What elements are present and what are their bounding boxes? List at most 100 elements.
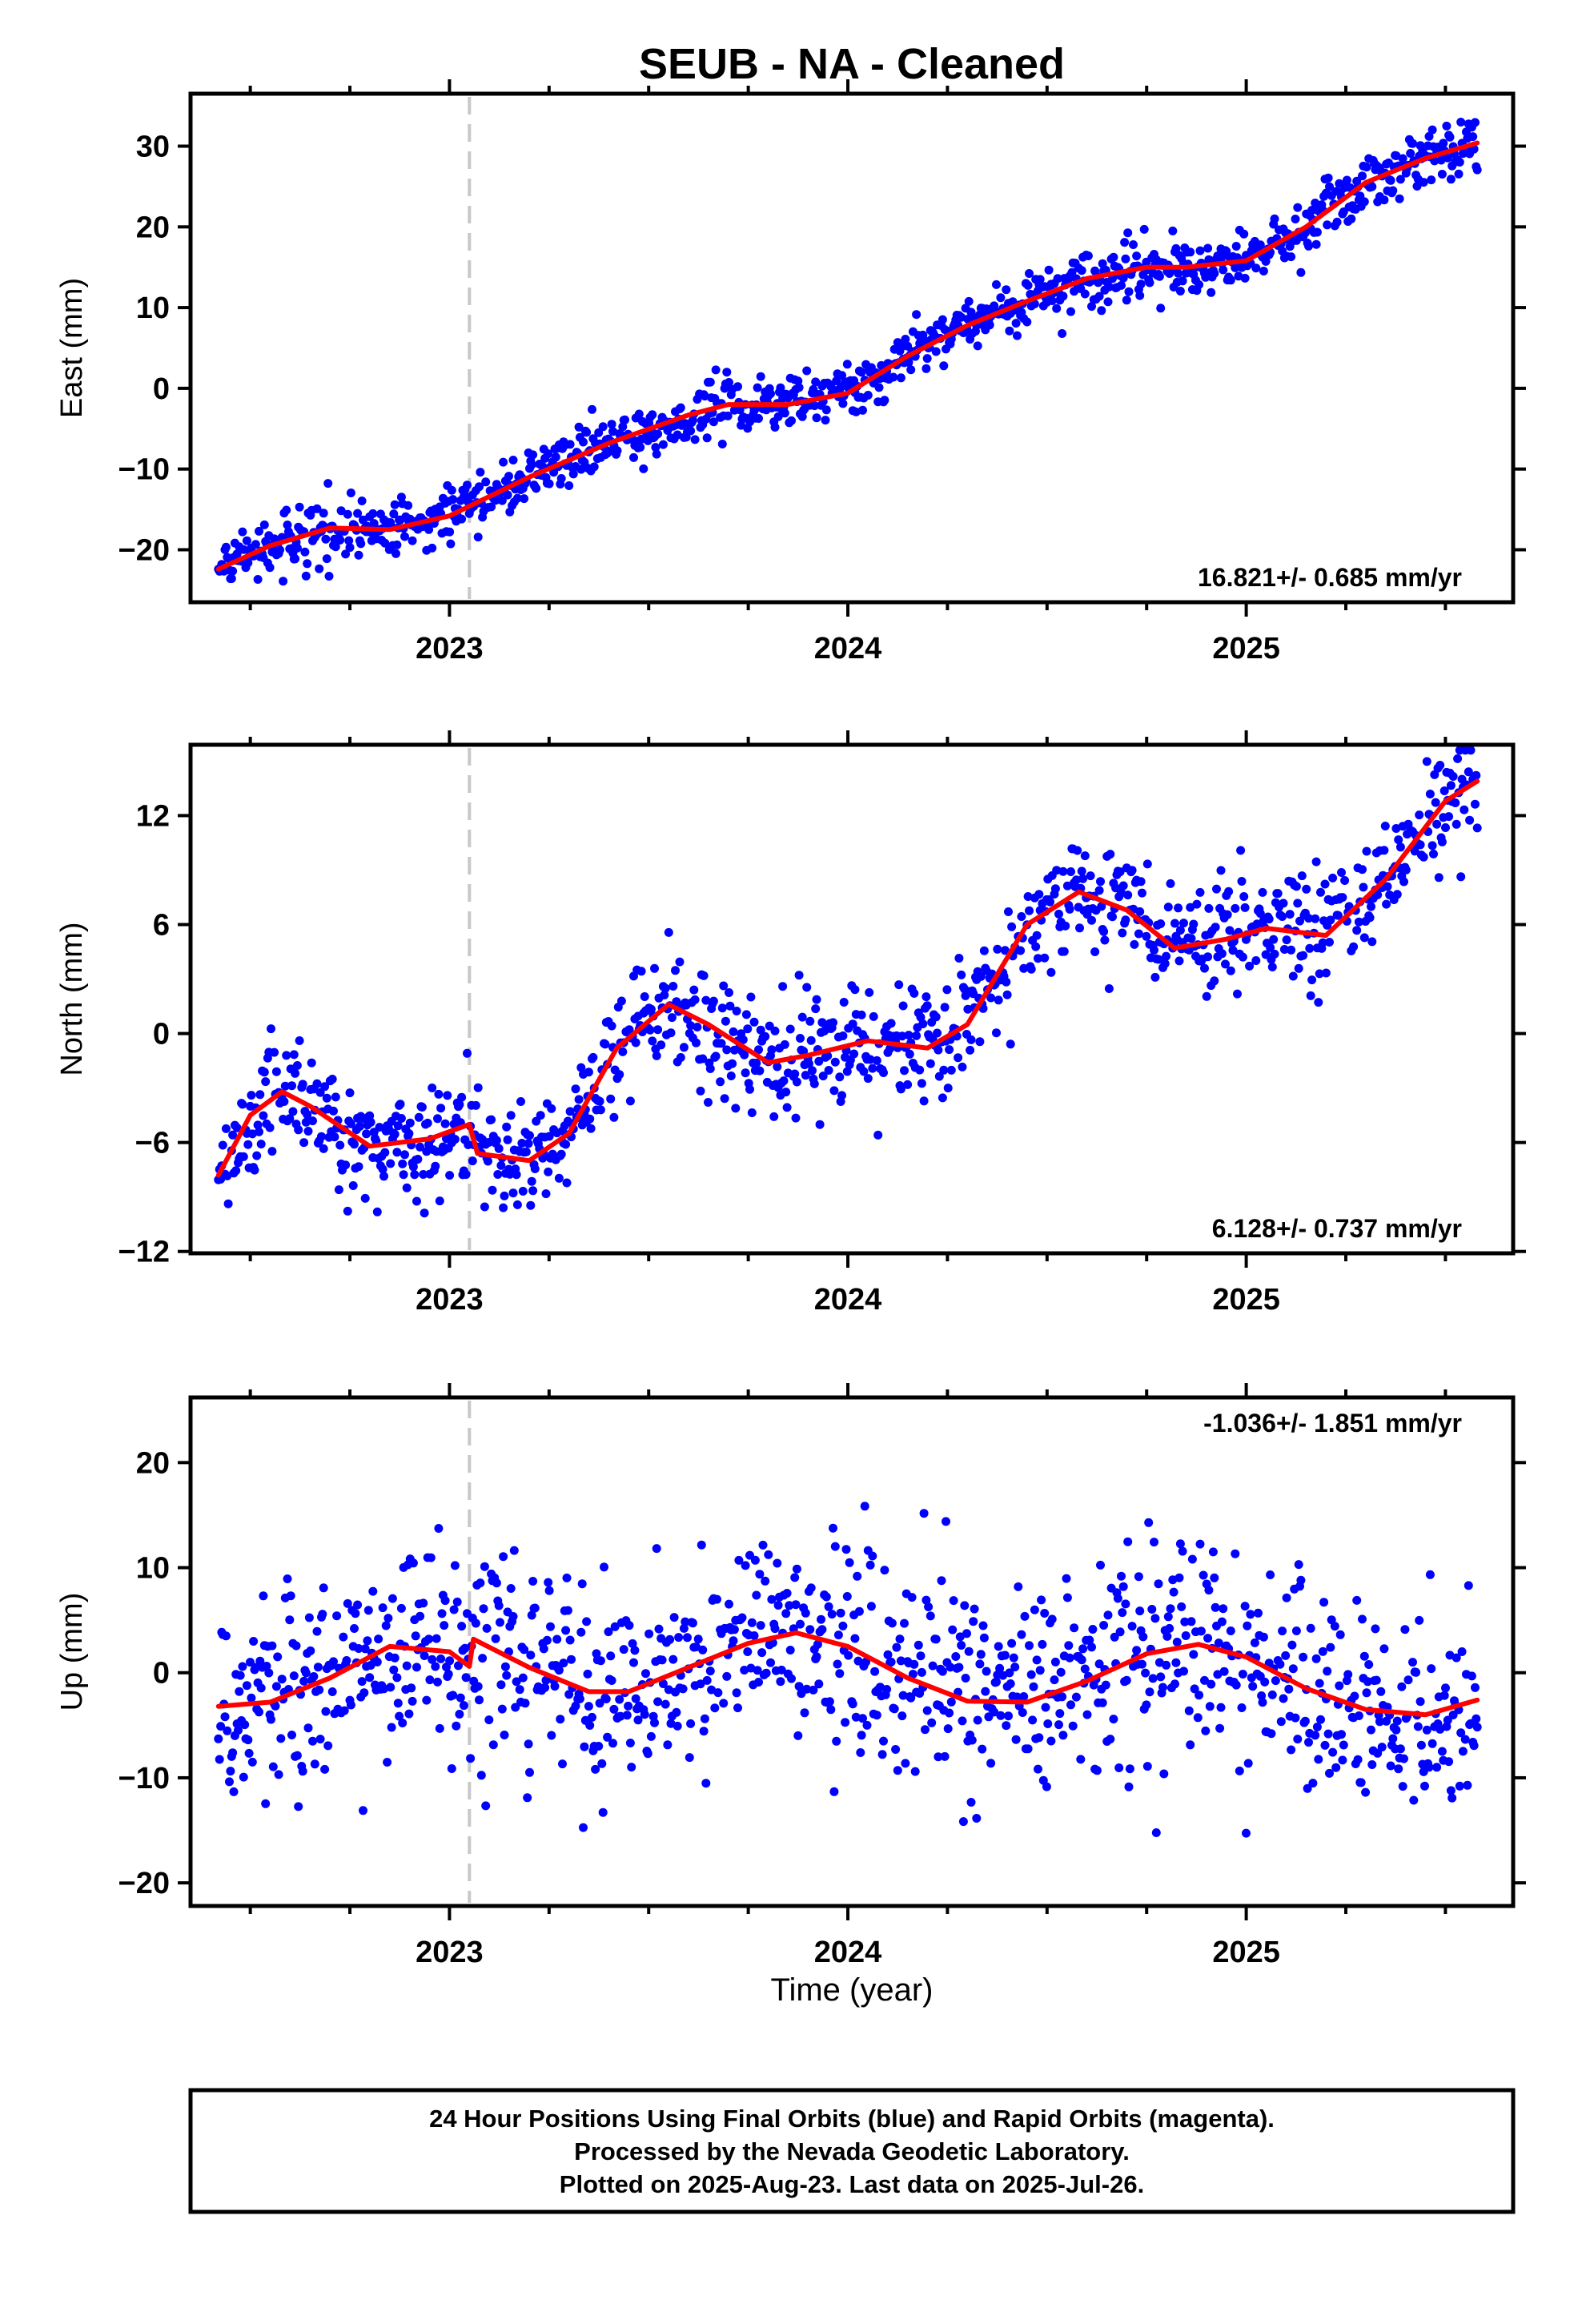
- up-data-point: [889, 1704, 899, 1714]
- east-data-point: [1154, 271, 1164, 281]
- north-data-point: [958, 1062, 967, 1072]
- north-rate-annotation: 6.128+/- 0.737 mm/yr: [1212, 1214, 1462, 1243]
- north-data-point: [894, 980, 904, 990]
- up-data-point: [496, 1680, 506, 1690]
- north-data-point: [1337, 868, 1346, 877]
- up-data-point: [1214, 1638, 1223, 1648]
- north-data-point: [669, 982, 678, 991]
- north-data-point: [1106, 850, 1115, 859]
- up-data-point: [449, 1605, 459, 1614]
- east-data-point: [938, 315, 947, 324]
- up-data-point: [215, 1755, 224, 1764]
- up-data-point: [813, 1639, 822, 1649]
- up-data-point: [644, 1629, 654, 1638]
- north-data-point: [1031, 942, 1041, 951]
- up-data-point: [969, 1617, 978, 1626]
- east-data-point: [874, 383, 884, 392]
- north-data-point: [1305, 943, 1315, 953]
- north-data-point: [631, 1038, 640, 1047]
- up-data-point: [814, 1679, 824, 1689]
- north-data-point: [1017, 912, 1026, 921]
- east-data-point: [1312, 227, 1322, 237]
- up-data-point: [1308, 1779, 1318, 1788]
- north-data-point: [488, 1185, 497, 1195]
- east-data-point: [653, 429, 663, 439]
- up-data-point: [416, 1611, 425, 1621]
- up-data-point: [392, 1673, 402, 1683]
- up-data-point: [854, 1606, 864, 1616]
- east-data-point: [1002, 285, 1011, 295]
- north-data-point: [785, 1024, 795, 1034]
- up-data-point: [390, 1653, 400, 1663]
- up-data-point: [1276, 1717, 1286, 1727]
- east-data-point: [1053, 274, 1062, 283]
- up-data-point: [597, 1759, 607, 1768]
- north-data-point: [1050, 884, 1060, 894]
- up-data-point: [877, 1750, 887, 1759]
- north-data-point: [1365, 913, 1375, 923]
- east-data-point: [733, 382, 742, 392]
- up-data-point: [1358, 1614, 1367, 1624]
- up-data-point: [479, 1604, 488, 1614]
- north-data-point: [420, 1208, 429, 1218]
- east-data-point: [1391, 151, 1401, 160]
- up-data-point: [567, 1655, 576, 1664]
- north-data-point: [372, 1207, 382, 1216]
- east-data-point: [392, 540, 402, 549]
- north-data-point: [1456, 872, 1466, 882]
- up-data-point: [1335, 1630, 1345, 1639]
- up-data-point: [1068, 1721, 1078, 1731]
- up-data-point: [976, 1650, 986, 1659]
- north-data-point: [1094, 886, 1104, 895]
- up-data-point: [216, 1722, 226, 1731]
- up-data-point: [643, 1749, 652, 1759]
- east-data-point: [700, 392, 709, 401]
- north-data-point: [1225, 926, 1235, 935]
- up-data-point: [408, 1558, 418, 1568]
- north-data-point: [1430, 770, 1439, 779]
- north-data-point: [986, 993, 996, 1003]
- north-data-point: [1142, 931, 1151, 941]
- north-data-point: [586, 1124, 596, 1133]
- up-data-point: [1258, 1698, 1267, 1707]
- north-data-point: [957, 970, 966, 979]
- north-data-point: [308, 1116, 317, 1126]
- east-data-point: [1013, 331, 1022, 340]
- east-data-point: [1347, 214, 1356, 223]
- up-data-point: [1226, 1626, 1235, 1635]
- north-data-point: [729, 1027, 738, 1036]
- up-data-point: [1172, 1638, 1182, 1647]
- up-data-point: [1193, 1713, 1203, 1723]
- up-data-point: [616, 1711, 625, 1721]
- north-data-point: [811, 1004, 821, 1014]
- up-data-point: [276, 1734, 286, 1743]
- north-data-point: [993, 944, 1002, 954]
- north-data-point: [345, 1088, 355, 1098]
- up-data-point: [452, 1597, 462, 1606]
- north-data-point: [320, 1082, 330, 1092]
- up-data-point: [395, 1711, 404, 1721]
- north-data-point: [255, 1127, 263, 1136]
- up-data-point: [964, 1647, 974, 1656]
- north-data-point: [355, 1122, 364, 1131]
- up-data-point: [475, 1695, 484, 1705]
- up-data-point: [1287, 1745, 1296, 1755]
- up-x-tick-label: 2025: [1212, 1936, 1280, 1969]
- up-data-point: [1065, 1653, 1074, 1663]
- north-data-point: [428, 1084, 437, 1092]
- up-data-point: [913, 1640, 923, 1650]
- up-data-point: [1151, 1828, 1161, 1837]
- up-data-point: [220, 1712, 230, 1722]
- north-data-point: [868, 1063, 877, 1073]
- north-data-point: [232, 1123, 242, 1132]
- north-x-tick-label: 2025: [1212, 1283, 1280, 1317]
- north-data-point: [1034, 890, 1044, 899]
- east-data-point: [1067, 267, 1077, 277]
- north-data-point: [354, 1162, 363, 1172]
- east-data-point: [1359, 197, 1369, 207]
- up-data-point: [461, 1673, 471, 1683]
- north-data-point: [1288, 971, 1298, 981]
- up-data-point: [454, 1661, 463, 1671]
- north-data-point: [1439, 786, 1449, 795]
- north-data-point: [1399, 877, 1408, 887]
